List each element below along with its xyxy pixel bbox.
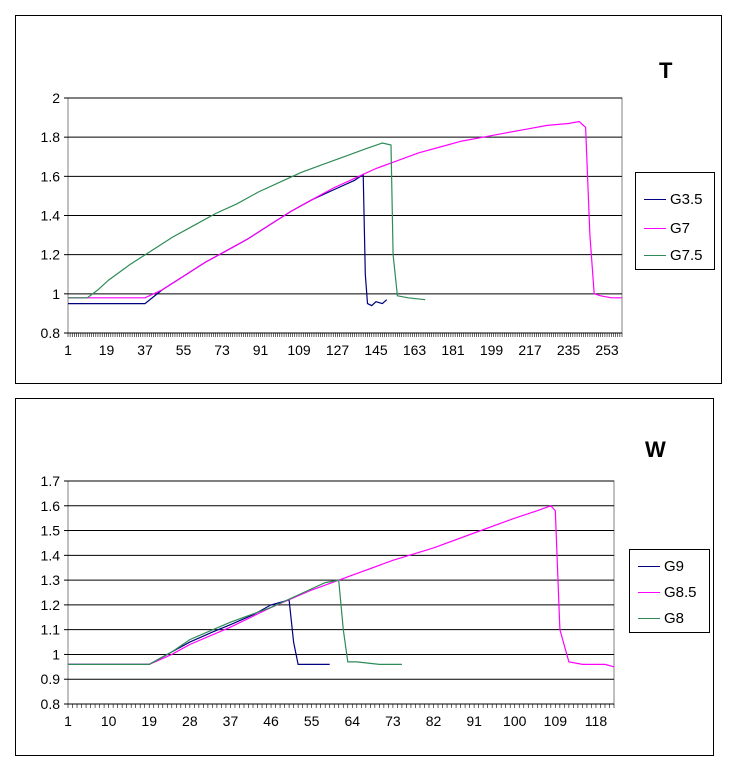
- series-line-g8: [68, 579, 402, 665]
- chart-t-title: T: [659, 58, 673, 83]
- legend-label-g3-5: G3.5: [670, 190, 703, 208]
- x-tick-label: 55: [176, 342, 192, 358]
- chart-panel-w: 0.8 0.9 1 1.1 1.2 1.3 1.4 1.5 1.6 1.7 1 10 19 28 37 46 5…: [15, 398, 714, 756]
- y-tick-label: 1.4: [41, 208, 61, 224]
- legend-swatch-g8: [638, 617, 660, 619]
- y-tick-label: 0.9: [41, 671, 61, 687]
- chart-w-legend: G9 G8.5 G8: [629, 549, 710, 633]
- y-tick-label: 1.2: [41, 597, 61, 613]
- x-tick-label: 28: [182, 713, 198, 729]
- legend-item-g8-5: G8.5: [638, 582, 697, 602]
- x-tick-label: 91: [253, 342, 269, 358]
- x-tick-label: 235: [557, 342, 581, 358]
- y-tick-label: 1.5: [41, 523, 61, 539]
- x-tick-label: 55: [304, 713, 320, 729]
- legend-item-g7-5: G7.5: [644, 245, 703, 265]
- y-tick-label: 1.1: [41, 622, 61, 638]
- y-tick-label: 1.8: [41, 129, 61, 145]
- chart-panel-t: 0.8 1 1.2 1.4 1.6 1.8 2 1 19 37 55 73 91 109 127 145 163…: [15, 15, 722, 384]
- series-line-g7-5: [68, 142, 426, 301]
- series-line-g7: [68, 120, 622, 299]
- y-tick-label: 2: [52, 90, 60, 106]
- y-tick-label: 1: [52, 646, 60, 662]
- legend-label-g7: G7: [670, 219, 691, 237]
- x-tick-label: 37: [137, 342, 153, 358]
- y-tick-label: 1.4: [41, 547, 61, 563]
- x-tick-label: 46: [263, 713, 279, 729]
- x-tick-label: 118: [585, 713, 608, 729]
- x-tick-label: 109: [544, 713, 568, 729]
- x-tick-label: 145: [364, 342, 388, 358]
- x-tick-label: 64: [344, 713, 360, 729]
- y-tick-label: 0.8: [41, 696, 61, 712]
- legend-label-g7-5: G7.5: [670, 246, 703, 264]
- x-tick-label: 73: [214, 342, 230, 358]
- legend-label-g8-5: G8.5: [664, 583, 697, 601]
- x-tick-label: 127: [326, 342, 350, 358]
- y-tick-label: 1.2: [41, 247, 61, 263]
- x-tick-label: 163: [403, 342, 427, 358]
- x-tick-label: 253: [595, 342, 619, 358]
- legend-item-g8: G8: [638, 608, 684, 628]
- y-tick-label: 1: [52, 286, 60, 302]
- legend-swatch-g7-5: [644, 254, 666, 256]
- legend-swatch-g9: [638, 565, 660, 567]
- series-line-g8-5: [68, 505, 615, 668]
- legend-swatch-g7: [644, 227, 666, 229]
- x-tick-label: 73: [385, 713, 401, 729]
- x-tick-label: 109: [287, 342, 311, 358]
- plot-area: [67, 480, 615, 705]
- x-tick-label: 217: [518, 342, 542, 358]
- x-tick-label: 82: [426, 713, 442, 729]
- legend-swatch-g8-5: [638, 591, 660, 593]
- legend-label-g9: G9: [664, 557, 685, 575]
- x-tick-label: 1: [64, 713, 72, 729]
- legend-item-g9: G9: [638, 556, 684, 576]
- legend-item-g3-5: G3.5: [644, 189, 703, 209]
- chart-w-canvas: 0.8 0.9 1 1.1 1.2 1.3 1.4 1.5 1.6 1.7 1 10 19 28 37 46 5…: [41, 473, 615, 729]
- x-tick-label: 10: [101, 713, 117, 729]
- x-tick-label: 91: [466, 713, 482, 729]
- legend-item-g7: G7: [644, 218, 690, 238]
- legend-swatch-g3-5: [644, 198, 666, 200]
- x-tick-label: 181: [441, 342, 465, 358]
- y-tick-label: 1.7: [41, 473, 61, 489]
- legend-label-g8: G8: [664, 609, 685, 627]
- x-tick-label: 100: [503, 713, 527, 729]
- x-tick-label: 19: [141, 713, 157, 729]
- y-tick-label: 1.6: [41, 498, 61, 514]
- chart-t-legend: G3.5 G7 G7.5: [635, 172, 715, 270]
- x-tick-label: 199: [480, 342, 504, 358]
- y-tick-label: 1.6: [41, 168, 61, 184]
- y-tick-label: 1.3: [41, 572, 61, 588]
- x-tick-label: 37: [223, 713, 239, 729]
- chart-t-canvas: 0.811.21.41.61.821 19 37 55 73 91 109 127 145 163…: [41, 90, 623, 358]
- chart-w-title: W: [645, 437, 666, 462]
- x-tick-label: 1: [64, 342, 72, 358]
- y-tick-label: 0.8: [41, 325, 61, 341]
- x-tick-label: 19: [99, 342, 115, 358]
